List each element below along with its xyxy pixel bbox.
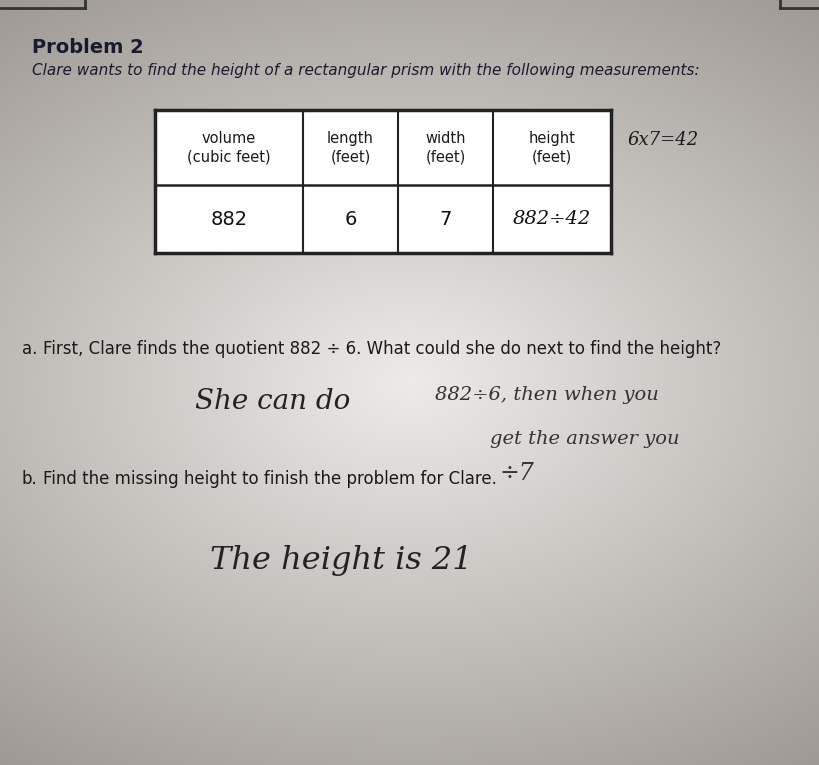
Text: height
(feet): height (feet) — [528, 131, 575, 164]
Text: Clare wants to find the height of a rectangular prism with the following measure: Clare wants to find the height of a rect… — [32, 63, 699, 78]
Text: Find the missing height to finish the problem for Clare.: Find the missing height to finish the pr… — [43, 470, 496, 488]
Text: 882÷6, then when you: 882÷6, then when you — [434, 386, 658, 404]
Text: 882÷42: 882÷42 — [512, 210, 590, 228]
Text: First, Clare finds the quotient 882 ÷ 6. What could she do next to find the heig: First, Clare finds the quotient 882 ÷ 6.… — [43, 340, 721, 358]
Text: The height is 21: The height is 21 — [210, 545, 472, 576]
Text: volume
(cubic feet): volume (cubic feet) — [187, 131, 270, 164]
Text: ÷7: ÷7 — [500, 462, 534, 485]
Text: length
(feet): length (feet) — [327, 131, 373, 164]
Text: a.: a. — [22, 340, 38, 358]
Text: 6: 6 — [344, 210, 356, 229]
Text: 7: 7 — [439, 210, 451, 229]
Text: b.: b. — [22, 470, 38, 488]
Text: 6x7=42: 6x7=42 — [627, 131, 698, 148]
Text: width
(feet): width (feet) — [425, 131, 465, 164]
Text: Problem 2: Problem 2 — [32, 38, 143, 57]
Bar — [155, 110, 610, 253]
Text: get the answer you: get the answer you — [490, 430, 679, 448]
Text: 882: 882 — [210, 210, 247, 229]
Text: She can do: She can do — [195, 388, 350, 415]
